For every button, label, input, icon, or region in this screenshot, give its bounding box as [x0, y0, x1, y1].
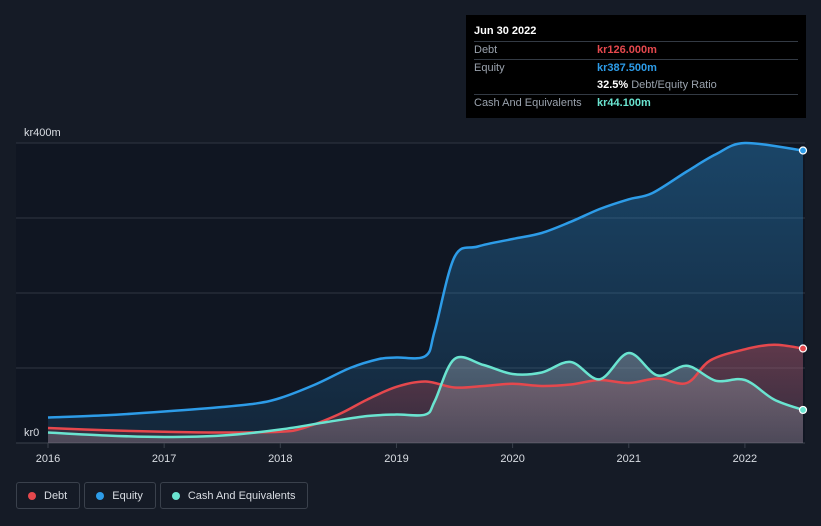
tooltip-row-equity: Equity kr387.500m [474, 59, 798, 77]
tooltip-cash-value: kr44.100m [597, 97, 651, 109]
tooltip-row-ratio: 32.5% Debt/Equity Ratio [474, 77, 798, 94]
tooltip-equity-value: kr387.500m [597, 62, 657, 74]
tooltip-equity-label: Equity [474, 62, 505, 74]
cash-area [48, 352, 803, 443]
series-end-markers [798, 146, 808, 415]
x-tick-label: 2019 [384, 453, 408, 465]
tooltip-ratio-label: Debt/Equity Ratio [631, 79, 717, 91]
legend-debt-label: Debt [44, 489, 68, 502]
equity-end-marker[interactable] [798, 146, 808, 155]
series-lines [47, 141, 804, 439]
y-tick-label-max: kr400m [24, 127, 61, 139]
x-tick-label: 2020 [500, 453, 524, 465]
cash-end-marker[interactable] [798, 405, 808, 415]
x-tick-label: 2018 [268, 453, 292, 465]
debt-dot-icon [28, 491, 36, 500]
x-tick-label: 2021 [617, 453, 641, 465]
tooltip-row-debt: Debt kr126.000m [474, 41, 798, 59]
legend-item-equity[interactable]: Equity [84, 482, 156, 509]
debt-end-marker[interactable] [798, 344, 808, 353]
equity-dot-icon [96, 491, 105, 500]
series-areas [48, 142, 803, 443]
legend-cash-label: Cash And Equivalents [187, 489, 296, 502]
tooltip-ratio-spacer [474, 77, 597, 94]
tooltip-debt-value: kr126.000m [597, 44, 657, 56]
data-tooltip: Jun 30 2022 Debt kr126.000m Equity kr387… [466, 15, 806, 118]
chart-legend: Debt Equity Cash And Equivalents [16, 482, 309, 509]
cash-line [47, 351, 804, 439]
tooltip-row-cash: Cash And Equivalents kr44.100m [474, 94, 798, 112]
legend-item-cash[interactable]: Cash And Equivalents [159, 482, 309, 509]
tooltip-ratio-value: 32.5% [597, 79, 629, 91]
cash-dot-icon [171, 491, 180, 500]
equity-line [47, 141, 804, 419]
x-tick-label: 2022 [733, 453, 757, 465]
legend-item-debt[interactable]: Debt [16, 482, 81, 509]
tooltip-debt-label: Debt [474, 44, 498, 56]
tooltip-date: Jun 30 2022 [474, 25, 537, 37]
x-tick-label: 2016 [36, 453, 60, 465]
y-tick-label-zero: kr0 [24, 427, 39, 439]
x-axis-ticks: 2016 2017 2018 2019 2020 2021 2022 [36, 443, 757, 465]
x-tick-label: 2017 [152, 453, 176, 465]
tooltip-cash-label: Cash And Equivalents [474, 97, 582, 109]
legend-equity-label: Equity [112, 489, 143, 502]
